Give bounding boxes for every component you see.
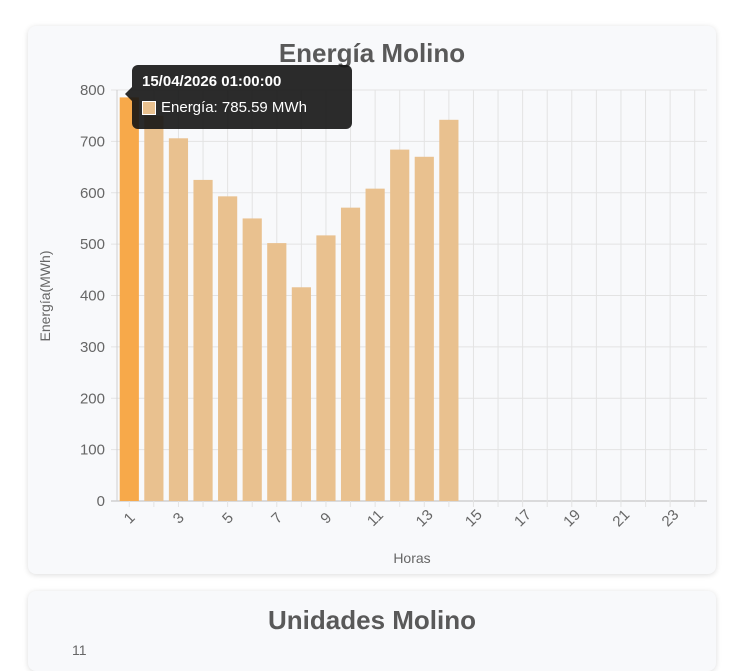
y-tick-label: 400 <box>80 288 105 305</box>
y-tick-label: 300 <box>80 339 105 356</box>
chart-title: Energía Molino <box>278 38 466 68</box>
bars <box>119 97 459 502</box>
tooltip-label: Energía <box>161 99 214 116</box>
bar-hour-4[interactable] <box>193 179 213 501</box>
x-axis-label: Horas <box>393 550 430 566</box>
x-tick-label: 19 <box>560 506 584 530</box>
bar-tooltip: 15/04/2026 01:00:00 Energía: 785.59 MWh <box>125 65 352 129</box>
tooltip-row: Energía: 785.59 MWh <box>142 98 342 117</box>
x-tick-label: 9 <box>317 509 335 527</box>
bar-hour-3[interactable] <box>168 138 189 502</box>
x-tick-label: 7 <box>268 509 286 527</box>
x-tick-label: 13 <box>413 506 437 530</box>
tooltip-value: 785.59 MWh <box>221 99 307 116</box>
bar-hour-8[interactable] <box>291 287 311 501</box>
x-tick-label: 5 <box>219 509 237 527</box>
bar-hour-2[interactable] <box>144 115 164 501</box>
bar-hour-1[interactable] <box>119 97 139 501</box>
y-tick-label: 700 <box>80 133 105 150</box>
bar-hour-9[interactable] <box>316 235 336 502</box>
x-tick-label: 11 <box>364 507 387 530</box>
bar-hour-12[interactable] <box>390 149 410 501</box>
x-tick-label: 23 <box>659 506 683 530</box>
units-chart-card: Unidades Molino <box>28 591 716 671</box>
y-tick-label: 100 <box>80 442 105 459</box>
bar-hour-7[interactable] <box>267 243 287 501</box>
x-axis-ticks: 1 3 5 7 9 11 13 15 17 19 21 23 <box>121 506 683 530</box>
x-tick-label: 21 <box>609 506 633 530</box>
bar-hour-5[interactable] <box>218 196 238 501</box>
x-tick-label: 3 <box>170 509 188 527</box>
y-axis-ticks: 0 100 200 300 400 500 600 700 800 <box>80 82 105 510</box>
y-tick-label: 0 <box>97 493 105 510</box>
y-tick-label: 200 <box>80 390 105 407</box>
y-tick-label: 800 <box>80 82 105 99</box>
y-axis-label: Energía(MWh) <box>37 250 53 341</box>
bar-hour-10[interactable] <box>340 207 361 501</box>
x-tick-label: 17 <box>511 506 535 530</box>
units-y-tick: 11 <box>72 642 87 658</box>
bar-hour-14[interactable] <box>439 119 459 502</box>
y-tick-label: 500 <box>80 236 105 253</box>
bar-hour-11[interactable] <box>365 188 385 501</box>
bar-hour-6[interactable] <box>242 218 262 501</box>
tooltip-title: 15/04/2026 01:00:00 <box>142 73 282 90</box>
bar-hour-13[interactable] <box>414 156 434 501</box>
units-chart-title: Unidades Molino <box>268 605 476 635</box>
x-tick-label: 1 <box>121 509 139 527</box>
y-tick-label: 600 <box>80 185 105 202</box>
x-tick-label: 15 <box>462 506 486 530</box>
tooltip-color-swatch <box>142 100 156 115</box>
